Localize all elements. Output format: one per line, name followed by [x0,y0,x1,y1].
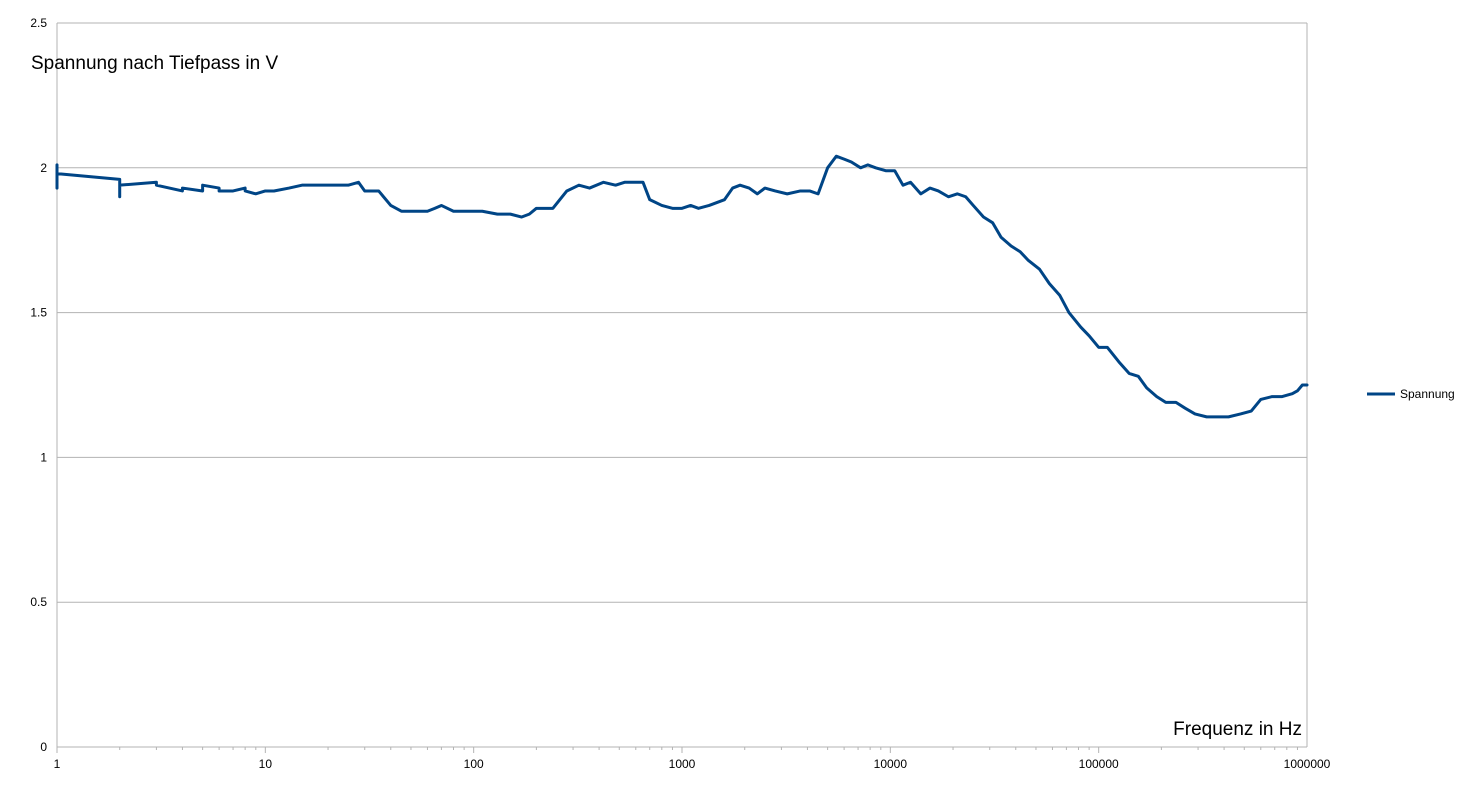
x-tick-label: 1000000 [1284,757,1331,771]
x-tick-label: 10 [259,757,273,771]
y-tick-label: 1.5 [30,306,47,320]
legend: Spannung [1367,387,1455,401]
y-tick-label: 0.5 [30,595,47,609]
y-tick-label: 2 [40,161,47,175]
y-axis-label: Spannung nach Tiefpass in V [31,53,279,74]
y-axis-ticks: 0 0.5 1 1.5 2 2.5 [30,16,47,754]
y-tick-label: 2.5 [30,16,47,30]
x-axis-ticks: 1 10 100 1000 10000 100000 1000000 [54,747,1331,771]
x-tick-label: 100000 [1079,757,1119,771]
legend-label: Spannung [1400,387,1455,401]
series-line-spannung [55,154,1309,419]
y-tick-label: 0 [40,740,47,754]
y-tick-label: 1 [40,450,47,464]
grid-lines [56,22,1308,748]
x-tick-label: 10000 [874,757,908,771]
series-layer [55,154,1309,419]
x-tick-label: 1 [54,757,61,771]
x-tick-label: 1000 [669,757,696,771]
x-tick-label: 100 [464,757,484,771]
x-axis-label: Frequenz in Hz [1173,719,1302,740]
